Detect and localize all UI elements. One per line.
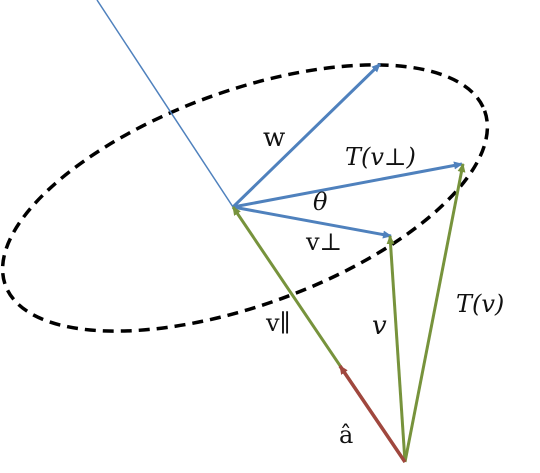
label-t-v-perp: T(v⊥)	[345, 143, 416, 171]
rotation-ellipse	[0, 63, 490, 333]
label-w: w	[263, 123, 285, 153]
t-v-vector	[403, 163, 466, 463]
a-hat-vector	[338, 365, 407, 463]
label-v: v	[372, 311, 387, 341]
label-theta: θ	[313, 188, 328, 216]
label-t-v: T(v)	[456, 290, 504, 318]
axis-line	[96, 0, 234, 208]
label-a-hat: â	[339, 421, 353, 449]
w-vector	[231, 62, 382, 209]
v-perp-vector	[232, 205, 392, 239]
label-v-perp: v⊥	[305, 228, 342, 256]
v-vector	[386, 235, 407, 463]
t-v-perp-vector	[232, 161, 463, 209]
label-v-parallel: v∥	[265, 309, 291, 337]
